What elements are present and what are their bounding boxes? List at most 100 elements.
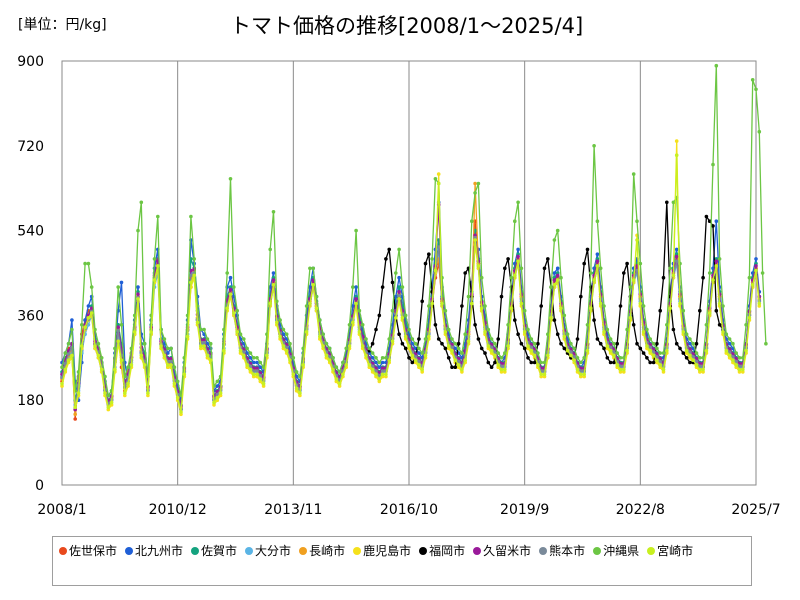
data-point	[357, 308, 362, 313]
data-point	[539, 372, 543, 377]
legend-marker	[353, 546, 362, 555]
data-point	[479, 306, 484, 311]
data-point	[648, 337, 652, 341]
data-point	[248, 367, 253, 372]
data-point	[595, 252, 600, 256]
data-point	[655, 358, 659, 363]
data-point	[70, 327, 74, 332]
y-tick-label: 360	[17, 308, 44, 324]
data-point	[747, 275, 752, 280]
data-point	[734, 351, 738, 355]
data-point	[539, 360, 543, 365]
data-point	[727, 341, 732, 346]
data-point	[714, 63, 719, 68]
data-point	[747, 316, 752, 320]
data-point	[129, 363, 134, 367]
data-point	[684, 332, 689, 337]
data-point	[542, 266, 547, 271]
data-point	[189, 273, 193, 278]
series-layer	[60, 63, 768, 421]
data-point	[671, 273, 676, 278]
data-point	[546, 332, 550, 337]
data-point	[555, 228, 560, 233]
data-point	[139, 353, 144, 358]
data-point	[506, 323, 510, 327]
data-point	[106, 405, 111, 410]
data-point	[341, 360, 345, 365]
data-point	[565, 348, 570, 353]
data-point	[314, 306, 319, 311]
data-point	[486, 344, 491, 348]
data-point	[661, 351, 666, 355]
legend-item: 鹿児島市	[353, 541, 411, 561]
data-point	[60, 365, 64, 370]
data-point	[714, 308, 719, 313]
data-point	[684, 356, 689, 360]
data-point	[519, 301, 524, 306]
data-point	[473, 238, 477, 242]
data-point	[559, 341, 563, 346]
data-point	[555, 273, 560, 278]
data-point	[655, 346, 659, 351]
data-point	[430, 301, 434, 306]
data-point	[427, 252, 431, 256]
data-point	[268, 247, 273, 252]
data-point	[645, 344, 649, 348]
data-point	[311, 266, 316, 271]
data-point	[727, 353, 732, 358]
data-point	[499, 294, 504, 299]
data-point	[483, 330, 487, 334]
data-point	[265, 353, 269, 358]
data-point	[470, 301, 474, 306]
series-line	[61, 65, 767, 397]
data-point	[113, 346, 117, 351]
data-point	[218, 391, 223, 395]
data-point	[367, 346, 372, 351]
data-point	[271, 271, 276, 275]
data-point	[423, 353, 428, 358]
data-point	[80, 323, 84, 327]
data-point	[73, 405, 77, 410]
data-point	[658, 351, 662, 355]
data-point	[714, 219, 719, 223]
data-point	[166, 363, 170, 367]
data-point	[602, 346, 606, 351]
data-point	[757, 301, 762, 306]
data-point	[205, 337, 210, 341]
x-tick-label: 2025/7	[731, 502, 780, 518]
data-point	[360, 323, 365, 327]
data-point	[506, 257, 510, 261]
data-point	[744, 348, 748, 353]
data-point	[741, 367, 745, 372]
data-point	[638, 261, 643, 266]
data-point	[139, 200, 144, 205]
data-point	[407, 344, 411, 348]
legend-label: 宮崎市	[657, 544, 694, 558]
data-point	[417, 346, 421, 351]
legend-label: 鹿児島市	[363, 544, 412, 558]
data-point	[364, 353, 368, 358]
data-point	[242, 353, 246, 358]
data-point	[701, 367, 705, 372]
data-point	[456, 363, 461, 367]
data-point	[334, 377, 339, 381]
data-point	[407, 327, 411, 332]
data-point	[532, 353, 537, 358]
data-point	[691, 341, 695, 346]
data-point	[555, 278, 560, 282]
data-point	[397, 332, 401, 337]
data-point	[228, 177, 233, 181]
data-point	[251, 372, 256, 377]
data-point	[681, 308, 686, 313]
data-point	[764, 341, 768, 346]
data-point	[93, 327, 97, 332]
data-point	[579, 294, 583, 299]
data-point	[370, 351, 375, 355]
data-point	[208, 341, 213, 346]
data-point	[390, 339, 395, 344]
data-point	[717, 301, 722, 306]
data-point	[450, 337, 454, 341]
data-point	[331, 356, 335, 360]
data-point	[433, 323, 438, 327]
data-point	[403, 334, 408, 339]
